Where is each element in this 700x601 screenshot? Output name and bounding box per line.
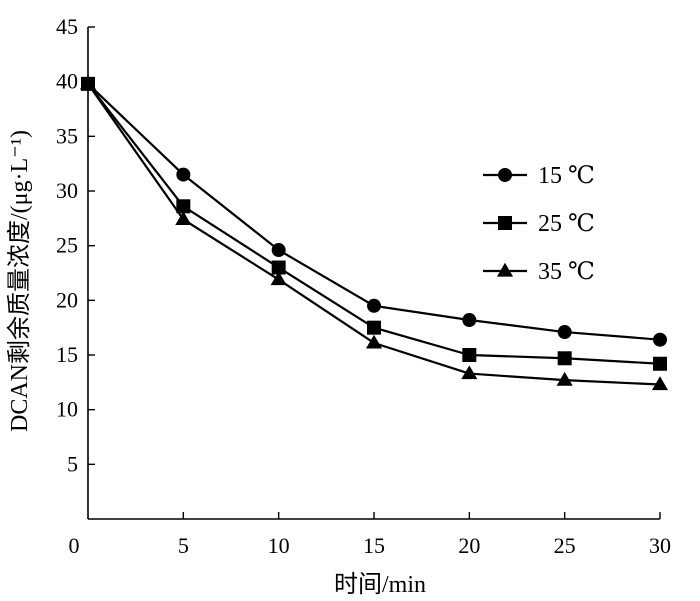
x-tick-label: 10 [268,533,290,558]
data-point-triangle [270,271,287,286]
legend-label: 25 ℃ [538,211,595,237]
legend-label: 15 ℃ [538,163,595,189]
legend-marker-circle [498,168,512,182]
data-point-square [176,199,191,214]
data-point-triangle [556,371,573,386]
x-axis-title: 时间/min [334,571,426,598]
data-point-triangle [651,376,669,391]
data-point-square [367,320,381,335]
legend-item: 15 ℃ [483,163,595,189]
legend-marker-triangle [496,262,514,277]
y-axis-title: DCAN剩余质量浓度/(μg·L⁻¹) [6,130,33,432]
data-point-square [462,348,477,362]
data-point-triangle [365,334,383,349]
x-tick-label: 20 [458,533,480,558]
x-tick-label: 30 [649,533,671,558]
y-tick-label: 35 [56,123,78,148]
data-point-triangle [79,75,97,90]
data-point-circle [557,325,572,340]
y-tick-label: 30 [56,178,78,203]
y-tick-label: 10 [56,397,78,422]
data-point-square [653,356,667,371]
axes: 5 10 15 20 25 30 35 40 45 0 5 10 15 20 25 30 [56,14,671,558]
series-2 [79,75,669,391]
data-point-triangle [175,211,192,226]
y-tick-label: 40 [56,69,78,94]
x-tick-label: 5 [178,533,189,558]
legend-item: 35 ℃ [483,259,595,285]
y-tick-label: 15 [56,342,78,367]
y-tick-label: 5 [67,451,78,476]
series-group [79,75,669,391]
data-point-square [557,351,572,366]
y-tick-label: 25 [56,233,78,258]
data-point-triangle [461,365,478,380]
data-point-circle [367,298,381,313]
x-tick-label: 0 [69,533,80,558]
data-point-square [271,260,286,275]
data-point-circle [271,243,286,258]
x-tick-label: 25 [554,533,576,558]
data-point-circle [462,313,477,328]
x-tick-label: 15 [363,533,385,558]
y-tick-label: 45 [56,14,78,39]
y-tick-label: 20 [56,287,78,312]
legend-item: 25 ℃ [483,211,595,237]
legend: 15 ℃ 25 ℃ 35 ℃ [483,163,595,285]
series-1 [81,76,667,371]
data-point-circle [176,167,191,182]
legend-marker-square [498,216,512,230]
legend-label: 35 ℃ [538,259,595,285]
data-point-circle [653,332,667,347]
